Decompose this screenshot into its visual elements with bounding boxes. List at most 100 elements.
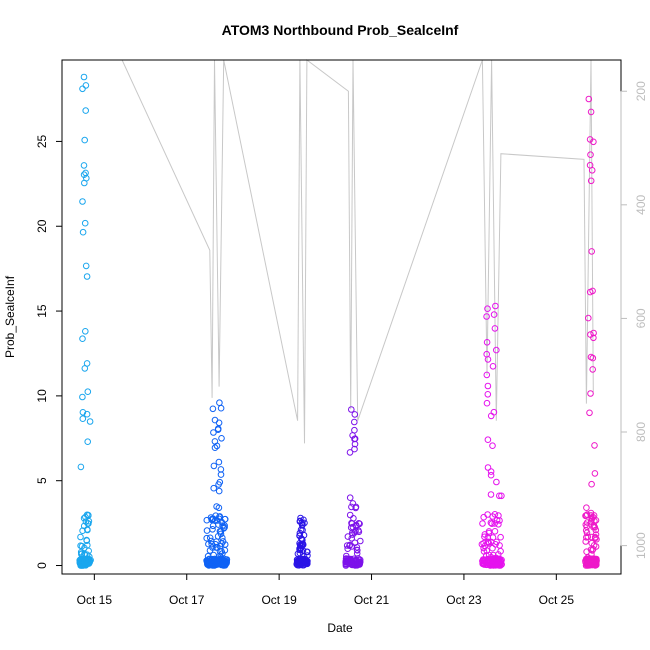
scatter-point	[483, 313, 490, 320]
scatter-point	[217, 530, 225, 538]
scatter-point	[215, 504, 223, 512]
scatter-point	[483, 371, 491, 379]
scatter-point	[217, 404, 225, 412]
scatter-point	[487, 468, 495, 475]
scatter-point	[351, 418, 358, 426]
scatter-point	[348, 503, 355, 511]
scatter-point	[493, 346, 500, 354]
scatter-point	[355, 527, 362, 534]
scatter-point	[582, 538, 590, 545]
y2-tick-label: 1000	[634, 532, 648, 559]
scatter-point	[489, 363, 497, 370]
y-tick-label: 5	[35, 477, 49, 484]
scatter-point	[590, 334, 597, 342]
chart-title: ATOM3 Northbound Prob_SealceInf	[222, 22, 459, 38]
scatter-point	[498, 492, 505, 500]
scatter-point	[84, 388, 92, 396]
scatter-point	[487, 491, 495, 498]
scatter-point	[491, 520, 499, 527]
scatter-point	[484, 382, 492, 390]
scatter-point	[77, 556, 84, 563]
scatter-point	[210, 484, 217, 492]
scatter-point	[85, 512, 92, 519]
scatter-point	[215, 559, 223, 567]
scatter-point	[587, 177, 595, 185]
scatter-point	[82, 107, 89, 114]
scatter-point	[215, 481, 222, 488]
scatter-point	[216, 513, 224, 520]
scatter-point	[297, 526, 305, 534]
scatter-point	[585, 95, 593, 103]
scatter-point	[587, 509, 595, 517]
x-tick-label: Oct 17	[169, 593, 205, 607]
scatter-point	[583, 511, 591, 518]
scatter-point	[218, 435, 225, 442]
scatter-point	[493, 478, 500, 486]
scatter-point	[354, 547, 361, 554]
scatter-point	[589, 366, 597, 373]
scatter-point	[81, 551, 89, 558]
scatter-point	[207, 537, 215, 545]
scatter-point	[77, 463, 85, 471]
scatter-point	[346, 494, 354, 502]
scatter-point	[299, 558, 306, 566]
y-tick-label: 0	[35, 562, 49, 569]
scatter-point	[356, 558, 364, 566]
scatter-point	[214, 558, 222, 565]
scatter-point	[586, 161, 594, 169]
scatter-point	[79, 393, 86, 401]
scatter-point	[586, 136, 594, 143]
scatter-point	[296, 532, 303, 540]
scatter-point	[203, 534, 210, 542]
scatter-point	[481, 533, 488, 541]
scatter-point	[582, 527, 590, 534]
scatter-point	[351, 411, 359, 418]
scatter-point	[586, 555, 594, 563]
scatter-point	[301, 519, 308, 527]
scatter-point	[212, 544, 220, 551]
scatter-point	[81, 179, 88, 187]
scatter-point	[351, 529, 358, 536]
scatter-point	[484, 534, 492, 541]
scatter-point	[77, 533, 84, 541]
scatter-point	[80, 171, 88, 178]
scatter-point	[343, 542, 351, 549]
scatter-point	[346, 556, 354, 563]
scatter-point	[203, 527, 211, 534]
scatter-point	[84, 438, 91, 446]
scatter-point	[84, 526, 91, 534]
scatter-point	[296, 545, 303, 552]
scatter-point	[357, 537, 364, 545]
scatter-point	[497, 533, 504, 541]
scatter-point	[483, 339, 491, 346]
scatter-point	[588, 533, 595, 541]
scatter-point	[593, 536, 600, 543]
scatter-point	[209, 522, 217, 530]
scatter-point	[480, 513, 488, 521]
scatter-point	[583, 523, 591, 531]
scatter-point	[583, 556, 591, 563]
scatter-point	[221, 515, 229, 523]
scatter-point	[348, 529, 356, 537]
scatter-point	[585, 314, 592, 322]
scatter-point	[206, 555, 213, 563]
scatter-point	[591, 442, 598, 449]
scatter-point	[495, 512, 502, 519]
scatter-point	[587, 353, 595, 361]
scatter-point	[490, 311, 498, 318]
scatter-point	[83, 410, 91, 418]
scatter-point	[215, 487, 223, 495]
x-axis: Oct 15 Oct 17 Oct 19 Oct 21 Oct 23 Oct 25	[77, 573, 574, 607]
scatter-point	[353, 550, 361, 557]
scatter-point	[348, 406, 355, 413]
scatter-point	[82, 262, 90, 270]
scatter-point	[588, 248, 596, 255]
scatter-point	[208, 540, 215, 548]
scatter-point	[591, 517, 598, 525]
scatter-point	[83, 559, 90, 566]
scatter-point	[221, 561, 229, 569]
scatter-point	[587, 390, 594, 397]
y-tick-label: 10	[35, 389, 49, 403]
scatter-point	[296, 558, 303, 566]
scatter-point	[80, 522, 88, 530]
